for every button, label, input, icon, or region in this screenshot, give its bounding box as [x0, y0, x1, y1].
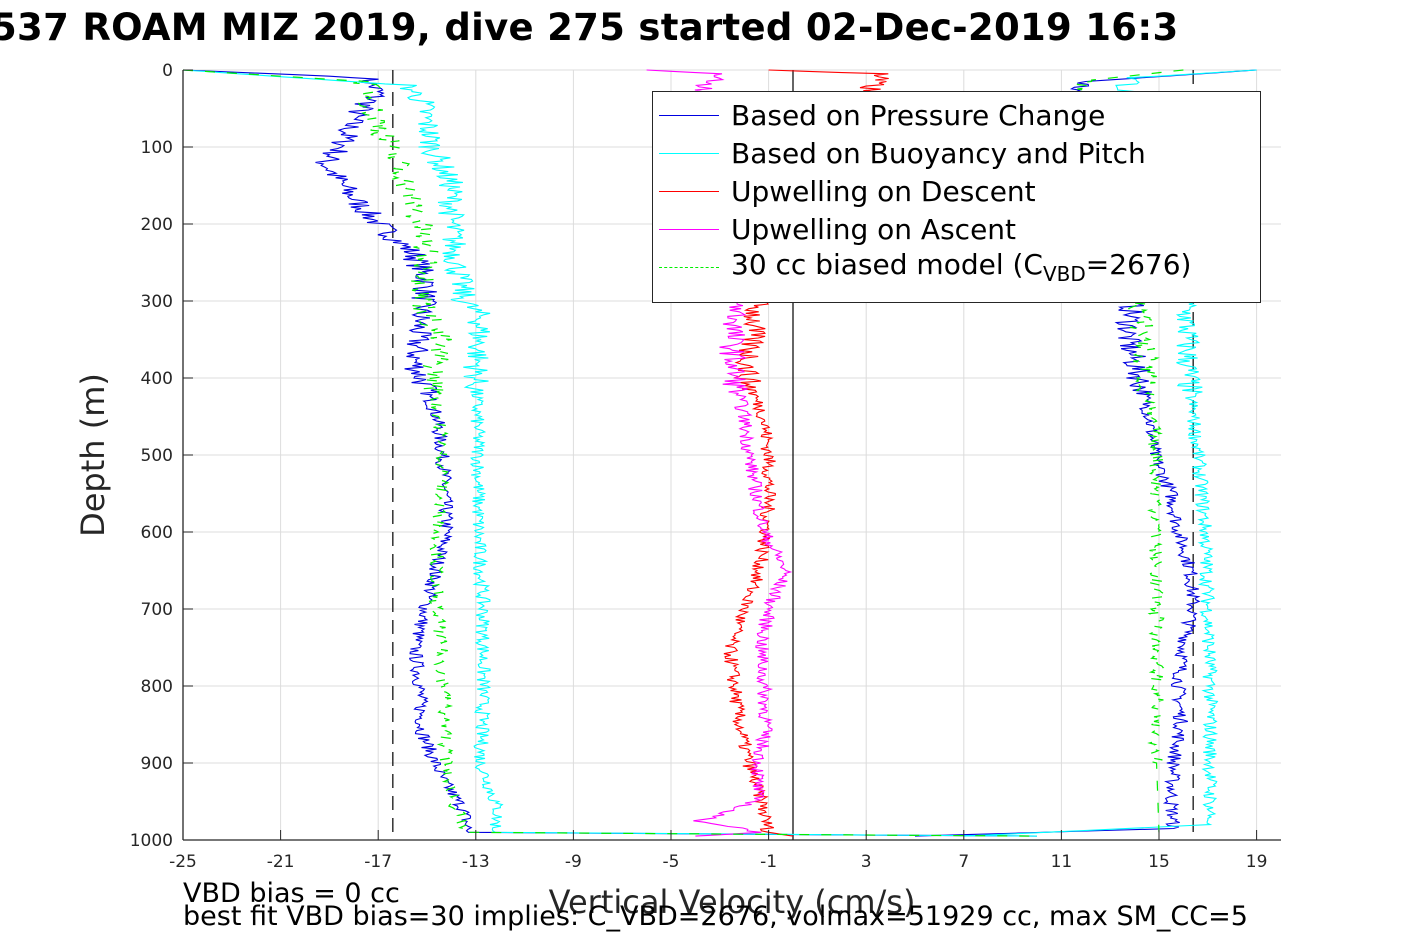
y-tick-labels: 0 100 200 300 400 500 600 700 800 900 1000 [130, 61, 173, 851]
x-tick-label: 11 [1051, 852, 1073, 872]
legend-swatch [659, 114, 719, 116]
y-tick-label: 600 [141, 523, 173, 543]
x-tick-label: -25 [169, 852, 197, 872]
legend-label: Upwelling on Descent [731, 174, 1036, 208]
series-line [182, 69, 1038, 837]
x-axis-label: Vertical Velocity (cm/s) [549, 883, 916, 921]
legend-item-pressure-change: Based on Pressure Change [659, 96, 1105, 134]
legend-item-upwelling-descent: Upwelling on Descent [659, 172, 1036, 210]
x-tick-labels: -25 -21 -17 -13 -9 -5 -1 3 7 11 15 19 [169, 852, 1267, 872]
y-tick-label: 300 [141, 292, 173, 312]
x-tick-label: -5 [663, 852, 680, 872]
chart-title: 537 ROAM MIZ 2019, dive 275 started 02-D… [0, 6, 1179, 49]
x-tick-label: 19 [1246, 852, 1268, 872]
x-tick-label: -1 [760, 852, 777, 872]
y-tick-label: 100 [141, 138, 173, 158]
x-tick-label: -9 [565, 852, 582, 872]
legend-swatch [659, 190, 719, 192]
legend-label: Based on Pressure Change [731, 98, 1106, 132]
legend-item-biased-model: 30 cc biased model (CVBD=2676) [659, 248, 1191, 286]
legend-label-pre: 30 cc biased model (C [731, 248, 1043, 281]
x-tick-label: 15 [1148, 852, 1170, 872]
series-line [182, 69, 1038, 837]
legend-item-buoyancy-pitch: Based on Buoyancy and Pitch [659, 134, 1146, 172]
y-tick-label: 0 [162, 61, 173, 81]
x-tick-label: -21 [267, 852, 295, 872]
x-tick-label: 3 [861, 852, 872, 872]
legend-label: Upwelling on Ascent [731, 212, 1017, 246]
x-tick-label: -17 [364, 852, 392, 872]
legend-swatch [659, 266, 719, 268]
legend: Based on Pressure Change Based on Buoyan… [652, 91, 1261, 303]
y-tick-label: 500 [141, 446, 173, 466]
footer-vbd-bias: VBD bias = 0 cc [183, 878, 400, 909]
legend-label-sub: VBD [1042, 262, 1086, 286]
footer-best-fit: best fit VBD bias=30 implies: C_VBD=2676… [183, 901, 1248, 932]
y-tick-label: 800 [141, 677, 173, 697]
legend-swatch [659, 228, 719, 230]
y-tick-label: 700 [141, 600, 173, 620]
legend-item-upwelling-ascent: Upwelling on Ascent [659, 210, 1016, 248]
y-tick-label: 1000 [130, 831, 173, 851]
legend-swatch [659, 152, 719, 154]
legend-label: 30 cc biased model (CVBD=2676) [731, 248, 1191, 286]
y-tick-label: 200 [141, 215, 173, 235]
x-tick-label: -13 [462, 852, 490, 872]
y-tick-label: 900 [141, 754, 173, 774]
axes [182, 69, 1281, 841]
x-tick-label: 7 [958, 852, 969, 872]
legend-label: Based on Buoyancy and Pitch [731, 136, 1146, 170]
y-axis-label: Depth (m) [74, 373, 112, 537]
y-tick-label: 400 [141, 369, 173, 389]
legend-label-post: =2676) [1085, 248, 1192, 281]
